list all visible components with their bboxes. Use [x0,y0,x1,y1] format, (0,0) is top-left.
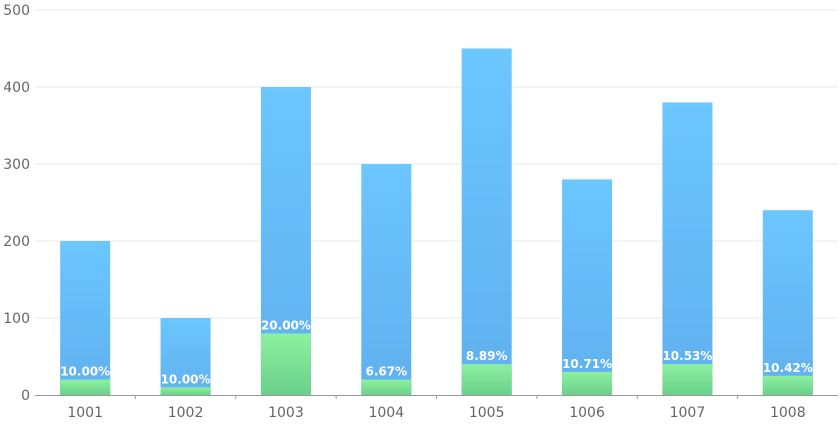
bar-total-1006 [562,179,613,395]
y-tick-label: 100 [3,311,30,327]
bar-part-1008 [762,375,813,395]
y-tick-label: 200 [3,234,30,250]
bar-part-1006 [562,371,613,395]
bar-part-1007 [662,364,713,395]
axes [35,395,838,399]
x-tick-label-1001: 1001 [67,405,103,421]
data-label-1003: 20.00% [261,318,311,332]
bar-total-1002 [160,318,211,395]
bars [60,48,813,396]
bar-total-1007 [662,102,713,396]
grid-lines [35,9,838,319]
data-label-1001: 10.00% [60,365,110,379]
data-label-1005: 8.89% [466,349,508,363]
labels: 0 100 200 300 400 500 10.00% 1001 10.00% 1002 20.0… [3,3,813,421]
data-label-1004: 6.67% [365,365,407,379]
x-tick-label-1003: 1003 [268,405,304,421]
bar-total-1005 [461,48,512,395]
data-label-1002: 10.00% [161,372,211,386]
bar-total-1008 [762,210,813,395]
bar-total-1001 [60,241,111,395]
data-label-1006: 10.71% [562,357,612,371]
bar-part-1002 [160,387,211,395]
data-label-1007: 10.53% [662,349,712,363]
bar-part-1001 [60,379,111,395]
y-tick-label: 500 [3,3,30,19]
bar-part-1005 [461,364,512,395]
x-tick-label-1002: 1002 [168,405,204,421]
data-label-1008: 10.42% [763,361,813,375]
bar-total-1004 [361,164,412,395]
bar-part-1003 [260,333,311,395]
bar-part-1004 [361,379,412,395]
x-tick-label-1005: 1005 [469,405,505,421]
y-tick-label: 300 [3,157,30,173]
x-tick-label-1004: 1004 [368,405,404,421]
y-tick-label: 0 [21,388,30,404]
x-tick-label-1007: 1007 [670,405,706,421]
y-tick-label: 400 [3,80,30,96]
x-tick-label-1006: 1006 [569,405,605,421]
x-tick-label-1008: 1008 [770,405,806,421]
